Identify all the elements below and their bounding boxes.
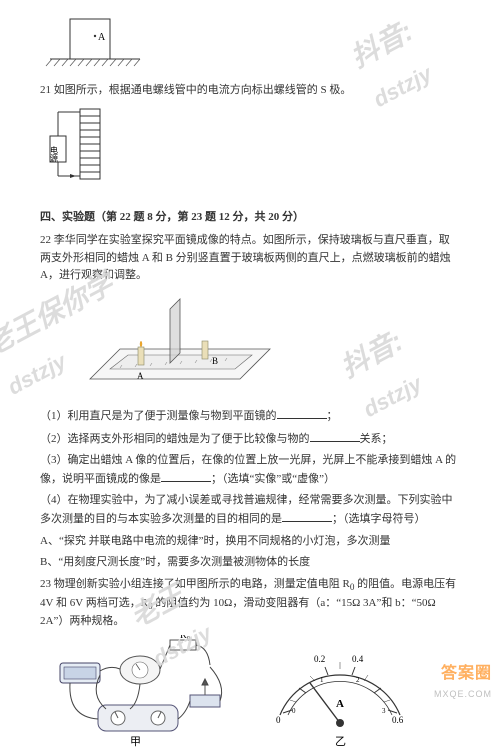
q22-p2: （2）选择两支外形相同的蜡烛是为了便于比较像与物的 关系； [40,430,460,449]
q22-p3-b: ；（选填“实像”或“虚像”） [211,473,335,485]
label-yi: 乙 [335,735,346,748]
meter-a: A [336,698,344,710]
candle-a-label: A [137,371,144,381]
stick-0: 0 [292,707,296,715]
q22-p2-b: 关系； [360,433,393,445]
tick-06: 0.6 [392,715,404,725]
q23-intro: 23 物理创新实验小组连接了如甲图所示的电路，测量定值电阻 R0 的阻值。电源电… [40,576,460,631]
label-jia: 甲 [130,736,141,748]
q22-p3: （3）确定出蜡烛 A 像的位置后，在像的位置上放一光屏，光屏上不能承接到蜡烛 A… [40,452,460,488]
candle-b-label: B [212,356,218,366]
blank-4 [282,510,332,522]
q22-optA: A、“探究 并联电路中电流的规律”时，换用不同规格的小灯泡，多次测量 [40,533,460,551]
q22-optB: B、“用刻度尺测长度”时，需要多次测量被测物体的长度 [40,554,460,572]
label-r0: R₀ [180,635,191,641]
power-label: 电源 [50,145,59,163]
q21-text: 21 如图所示，根据通电螺线管中的电流方向标出螺线管的 S 极。 [40,82,460,100]
stick-3: 3 [382,707,386,715]
q22-p1: （1）利用直尺是为了便于测量像与物到平面镜的 ； [40,407,460,426]
tick-02: 0.2 [314,654,325,664]
section-4-title: 四、实验题（第 22 题 8 分，第 23 题 12 分，共 20 分） [40,209,460,227]
q22-p1-b: ； [327,410,338,422]
blank-1 [277,407,327,419]
fig-q22: A B [80,289,460,399]
blank-3 [161,470,211,482]
q23-a: 23 物理创新实验小组连接了如甲图所示的电路，测量定值电阻 R [40,578,350,590]
fig-q23: R₀ 甲 [40,635,460,750]
fig-q20: A [40,14,460,74]
q22-p2-a: （2）选择两支外形相同的蜡烛是为了便于比较像与物的 [40,433,310,445]
q22-intro: 22 李华同学在实验室探究平面镜成像的特点。如图所示，保持玻璃板与直尺垂直，取两… [40,232,460,285]
label-a: A [98,32,106,43]
stick-2: 2 [356,676,360,684]
stick-1: 1 [320,676,324,684]
blank-2 [310,430,360,442]
fig-q21: 电源 [40,104,460,199]
tick-0: 0 [276,715,281,725]
q22-p4-b: ；（选填字母符号） [332,513,426,525]
q22-p4: （4）在物理实验中，为了减小误差或寻找普遍规律，经常需要多次测量。下列实验中多次… [40,492,460,528]
q22-p1-a: （1）利用直尺是为了便于测量像与物到平面镜的 [40,410,277,422]
tick-04: 0.4 [352,654,364,664]
